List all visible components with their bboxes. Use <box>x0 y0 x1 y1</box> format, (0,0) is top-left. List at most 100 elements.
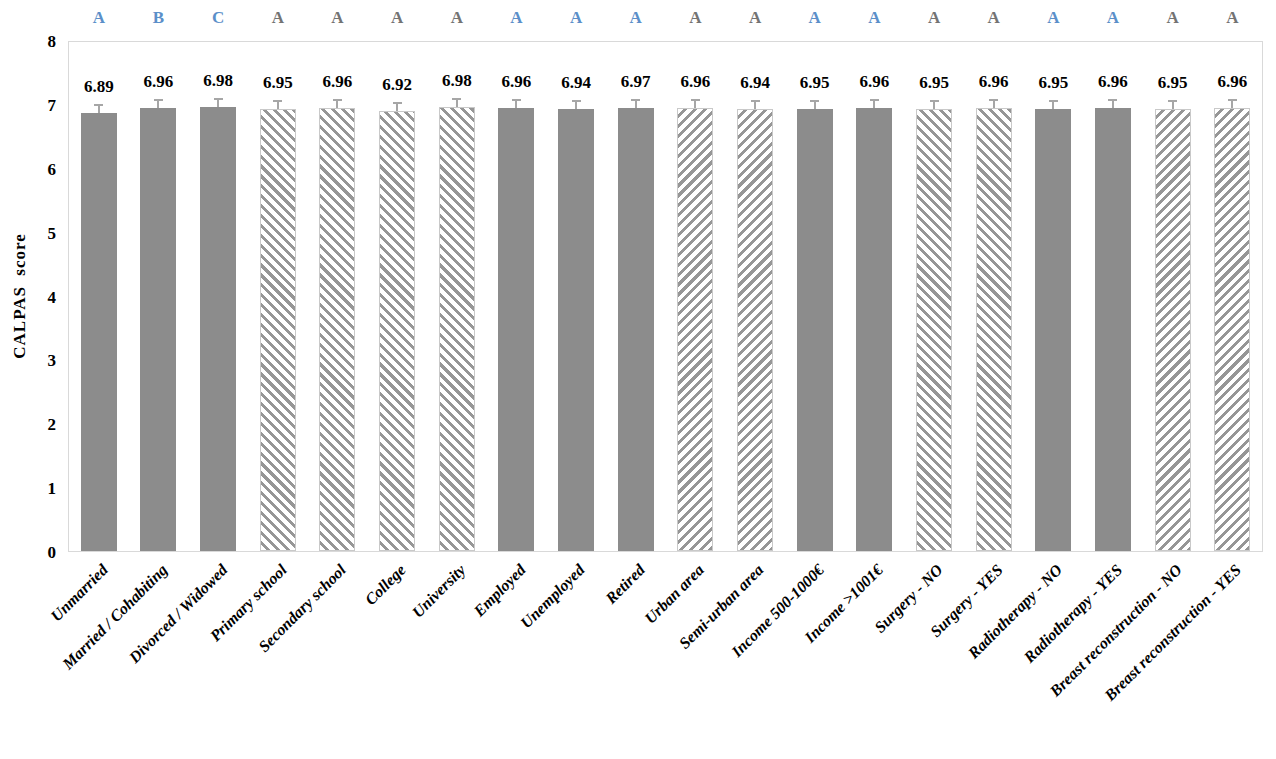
y-tick-label: 2 <box>0 416 56 433</box>
error-bar-cap <box>1049 100 1058 102</box>
bar-group: B6.96Married / Cohabiting <box>129 42 189 551</box>
x-axis-label: University <box>409 561 469 621</box>
significance-letter: A <box>785 8 845 28</box>
bar-group: A6.89Unmarried <box>69 42 129 551</box>
bar <box>797 109 833 551</box>
error-bar-cap <box>94 104 103 106</box>
significance-letter: A <box>546 8 606 28</box>
y-tick-label: 3 <box>0 352 56 369</box>
bar-value-label: 6.95 <box>248 73 308 93</box>
significance-letter: A <box>1083 8 1143 28</box>
y-tick-label: 1 <box>0 480 56 497</box>
significance-letter: A <box>248 8 308 28</box>
bar-value-label: 6.96 <box>1202 72 1262 92</box>
significance-letter: A <box>487 8 547 28</box>
bar <box>439 107 475 551</box>
bar <box>140 108 176 551</box>
error-bar-cap <box>989 99 998 101</box>
bar-group: A6.95Income 500-1000€ <box>785 42 845 551</box>
bar <box>379 111 415 551</box>
bar-value-label: 6.96 <box>129 72 189 92</box>
error-bar-cap <box>631 99 640 101</box>
y-tick-label: 8 <box>0 33 56 50</box>
bar-group: A6.95Breast reconstruction - NO <box>1143 42 1203 551</box>
significance-letter: A <box>845 8 905 28</box>
y-tick-label: 5 <box>0 224 56 241</box>
bar-group: A6.97Retired <box>606 42 666 551</box>
plot-area: A6.89UnmarriedB6.96Married / CohabitingC… <box>68 41 1263 552</box>
bar-value-label: 6.96 <box>666 72 726 92</box>
bar-value-label: 6.94 <box>546 73 606 93</box>
bar <box>737 109 773 551</box>
bar-value-label: 6.95 <box>1024 73 1084 93</box>
error-bar-cap <box>214 98 223 100</box>
bar-group: A6.95Surgery - NO <box>904 42 964 551</box>
bar-value-label: 6.89 <box>69 77 129 97</box>
bar <box>976 108 1012 551</box>
bar-value-label: 6.94 <box>725 73 785 93</box>
significance-letter: A <box>1024 8 1084 28</box>
bar-value-label: 6.95 <box>785 73 845 93</box>
bar-group: A6.94Unemployed <box>546 42 606 551</box>
bar <box>1214 108 1250 551</box>
bar-group: A6.94Semi-urban area <box>725 42 785 551</box>
bar-value-label: 6.95 <box>1143 73 1203 93</box>
significance-letter: A <box>69 8 129 28</box>
significance-letter: A <box>964 8 1024 28</box>
error-bar-cap <box>273 100 282 102</box>
chart-figure: CALPAS score 012345678 A6.89UnmarriedB6.… <box>0 0 1276 759</box>
y-tick-label: 0 <box>0 544 56 561</box>
significance-letter: A <box>1202 8 1262 28</box>
error-bar-cap <box>1108 99 1117 101</box>
bar-group: A6.96Secondary school <box>308 42 368 551</box>
bar-group: A6.96Radiotherapy - YES <box>1083 42 1143 551</box>
bar-group: A6.96Employed <box>487 42 547 551</box>
bar-value-label: 6.92 <box>367 75 427 95</box>
significance-letter: A <box>308 8 368 28</box>
error-bar-cap <box>333 99 342 101</box>
error-bar-cap <box>810 100 819 102</box>
bar <box>677 108 713 551</box>
error-bar-cap <box>870 99 879 101</box>
bar <box>319 108 355 551</box>
bar-value-label: 6.96 <box>487 72 547 92</box>
bar-value-label: 6.96 <box>1083 72 1143 92</box>
significance-letter: A <box>725 8 785 28</box>
bar-value-label: 6.95 <box>904 73 964 93</box>
bar-group: A6.95Primary school <box>248 42 308 551</box>
significance-letter: A <box>666 8 726 28</box>
bar-group: A6.92College <box>367 42 427 551</box>
bar-value-label: 6.98 <box>188 71 248 91</box>
bar <box>498 108 534 551</box>
significance-letter: B <box>129 8 189 28</box>
bar-group: A6.96Income >1001€ <box>845 42 905 551</box>
bar-group: A6.96Surgery - YES <box>964 42 1024 551</box>
bar <box>1155 109 1191 551</box>
bar-value-label: 6.96 <box>964 72 1024 92</box>
bar-group: A6.96Breast reconstruction - YES <box>1202 42 1262 551</box>
error-bar-cap <box>930 100 939 102</box>
bar <box>856 108 892 551</box>
x-axis-label: Retired <box>602 561 649 608</box>
error-bar-cap <box>1168 100 1177 102</box>
x-axis-label: College <box>362 561 410 609</box>
bar <box>81 113 117 551</box>
bar-value-label: 6.98 <box>427 71 487 91</box>
y-tick-label: 7 <box>0 96 56 113</box>
bar-group: A6.98University <box>427 42 487 551</box>
y-tick-label: 4 <box>0 288 56 305</box>
y-axis: 012345678 <box>0 41 56 552</box>
bar <box>1035 109 1071 551</box>
significance-letter: C <box>188 8 248 28</box>
significance-letter: A <box>367 8 427 28</box>
bar <box>1095 108 1131 551</box>
bar-value-label: 6.97 <box>606 72 666 92</box>
significance-letter: A <box>427 8 487 28</box>
error-bar-cap <box>572 100 581 102</box>
significance-letter: A <box>904 8 964 28</box>
error-bar-cap <box>393 102 402 104</box>
bar-group: A6.96Urban area <box>666 42 726 551</box>
error-bar-cap <box>1228 99 1237 101</box>
bar <box>260 109 296 551</box>
bar-value-label: 6.96 <box>845 72 905 92</box>
